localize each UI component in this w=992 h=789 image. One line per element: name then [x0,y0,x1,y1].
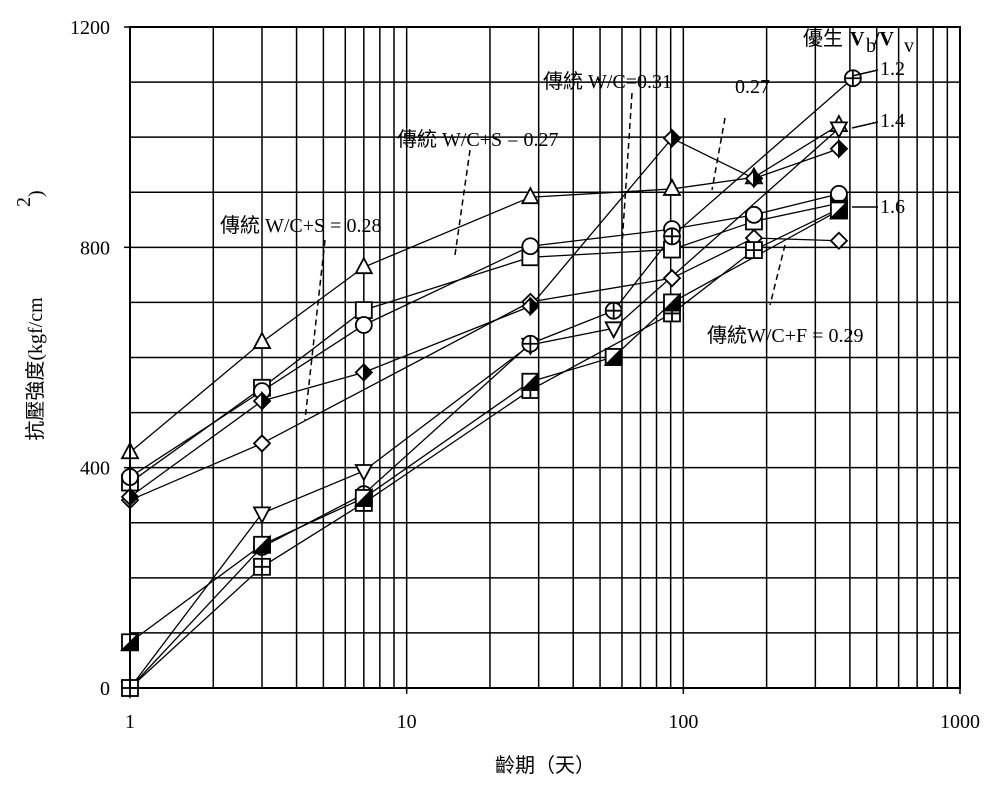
marker [354,301,373,320]
marker [521,296,540,317]
marker [520,371,540,391]
annotation: b [866,35,876,57]
annotation: 傳統 W/C+S = 0.27 [397,128,558,151]
marker [354,316,373,334]
marker [745,205,763,224]
marker [252,434,272,453]
label-ticks [851,69,879,208]
x-tick-label: 1 [125,711,135,733]
series-line [129,127,840,689]
marker [663,227,681,246]
series-line [129,208,840,689]
marker [354,256,374,275]
annotation: v [904,35,914,57]
marker [252,506,272,525]
marker [251,534,271,554]
marker [843,69,862,88]
y-axis-label-sup: 2 [13,197,35,207]
x-axis-label: 齡期（天） [495,754,595,777]
marker [829,231,849,250]
annotation: 1.2 [880,58,905,80]
leaders [304,92,786,421]
marker [829,138,849,159]
y-tick-label: 0 [100,678,110,700]
x-tick-label: 10 [397,711,417,733]
marker [521,237,540,256]
y-axis-label-end: ) [25,190,47,197]
annotation: 0.27 [735,76,770,98]
marker [353,487,373,507]
x-tick-label: 100 [668,711,698,733]
marker [829,121,849,140]
annotation: /V [873,28,895,50]
marker [253,557,271,576]
series-line [129,77,854,689]
annotation: V [850,28,865,50]
marker [604,301,623,320]
marker [252,331,272,349]
y-tick-label: 400 [80,458,110,480]
marker [662,268,682,288]
marker [662,178,682,196]
marker [830,185,848,203]
annotation: 優生 [803,27,843,50]
marker [662,128,682,149]
series-line [129,124,840,453]
annotation: 1.6 [880,196,905,218]
y-tick-label: 800 [80,237,110,259]
marker [252,390,272,412]
marker [661,292,681,312]
y-axis-label: 抗壓強度(kgf/cm [24,297,47,441]
marker [520,186,540,205]
markers [119,69,862,699]
annotation: 傳統W/C+F = 0.29 [707,324,863,347]
series-line [129,237,839,501]
marker [604,321,624,340]
marker [603,346,623,366]
marker [828,200,848,220]
plot-frame [129,26,961,689]
lines [129,77,854,689]
annotation: 傳統 W/C+S = 0.28 [220,214,381,237]
marker [744,168,764,189]
y-axis-label: 抗壓強度(kgf/cm 2 ) [13,190,47,440]
marker [521,334,540,353]
x-tick-label: 1000 [940,711,980,733]
annotation: 傳統 W/C=0.31 [543,70,672,93]
marker [354,362,374,383]
y-tick-label: 1200 [70,17,110,39]
marker [745,241,763,259]
marker [354,464,374,482]
annotation: 1.4 [880,110,905,132]
